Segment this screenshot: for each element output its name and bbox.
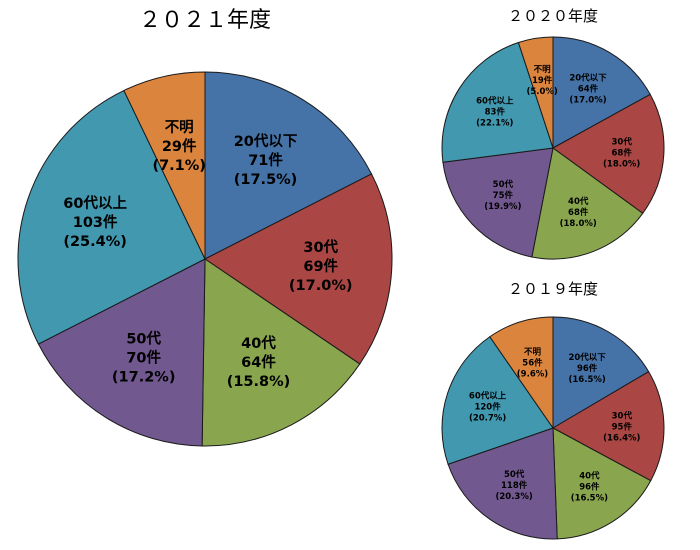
pie-2020-label-60s-or-over: 60代以上 83件(22.1%) [476, 95, 514, 128]
pie-2020-label-20s-or-under: 20代以下 64件(17.0%) [569, 73, 607, 106]
pie-2021-label-60s-or-over: 60代以上 103件(25.4%) [63, 194, 127, 250]
pie-2020-label-50s: 50代 75件(19.9%) [484, 179, 521, 212]
pie-2019-slice-50s [447, 427, 558, 540]
pie-2019-slice-20s-or-under [552, 316, 650, 429]
pie-2020-slice-unknown [517, 36, 554, 149]
pie-2021-slice-unknown [123, 71, 206, 260]
pie-2020-slice-50s [442, 147, 554, 258]
pie-2021-label-50s: 50代 70件(17.2%) [112, 329, 176, 385]
pie-2019-slice-unknown [489, 316, 554, 430]
pie-2020-label-30s: 30代 68件(18.0%) [603, 136, 640, 169]
pie-2021-slice-50s [37, 258, 206, 447]
pie-2021-label-40s: 40代 64件(15.8%) [227, 334, 291, 390]
pie-2021-slice-60s-or-over [17, 89, 206, 345]
pie-2020: 20代以下 64件(17.0%) 30代 68件(18.0%)40代 68件(18.0%… [441, 36, 665, 260]
chart-2021-title: ２０２１年度 [139, 8, 271, 33]
pie-2020-slice-20s-or-under [552, 36, 651, 149]
pie-2021: 20代以下 71件(17.5%) 30代 69件(17.0%) 40代 64件(15.8%… [17, 71, 393, 447]
pie-2019-slice-60s-or-over [441, 336, 554, 465]
pie-2019-label-unknown: 不明 56件(9.6%) [517, 347, 548, 379]
pie-2019-label-30s: 30代 95件(16.4%) [603, 411, 640, 444]
pie-2021-slice-30s [204, 173, 393, 365]
pie-2021-slice-40s [201, 258, 361, 447]
pie-2020-label-40s: 40代 68件(18.0%) [560, 196, 597, 229]
pie-2021-label-20s-or-under: 20代以下 71件(17.5%) [234, 132, 298, 188]
pie-2019-slice-40s [552, 427, 652, 540]
pie-2019-label-20s-or-under: 20代以下 96件(16.5%) [568, 352, 606, 385]
pie-2019-label-50s: 50代 118件(20.3%) [495, 469, 532, 502]
chart-2019-title: ２０１９年度 [508, 280, 598, 298]
pie-2019-label-60s-or-over: 60代以上 120件(20.7%) [469, 391, 507, 424]
chart-2020-title: ２０２０年度 [508, 7, 598, 25]
pie-2021-label-unknown: 不明 29件(7.1%) [152, 119, 205, 174]
pie-2020-slice-60s-or-over [441, 41, 554, 163]
pie-2020-slice-30s [552, 93, 665, 215]
pie-2021-slice-20s-or-under [204, 71, 373, 260]
pie-2019-slice-30s [551, 370, 665, 482]
pie-2019: 20代以下 96件(16.5%) 30代 95件(16.4%) 40代 96件(16.5%… [441, 316, 665, 540]
pie-2020-label-unknown: 不明 19件(5.0%) [526, 65, 557, 97]
pie-2020-slice-40s [531, 147, 644, 260]
pie-2019-label-40s: 40代 96件(16.5%) [571, 470, 608, 503]
pie-2021-label-30s: 30代 69件(17.0%) [289, 238, 353, 294]
